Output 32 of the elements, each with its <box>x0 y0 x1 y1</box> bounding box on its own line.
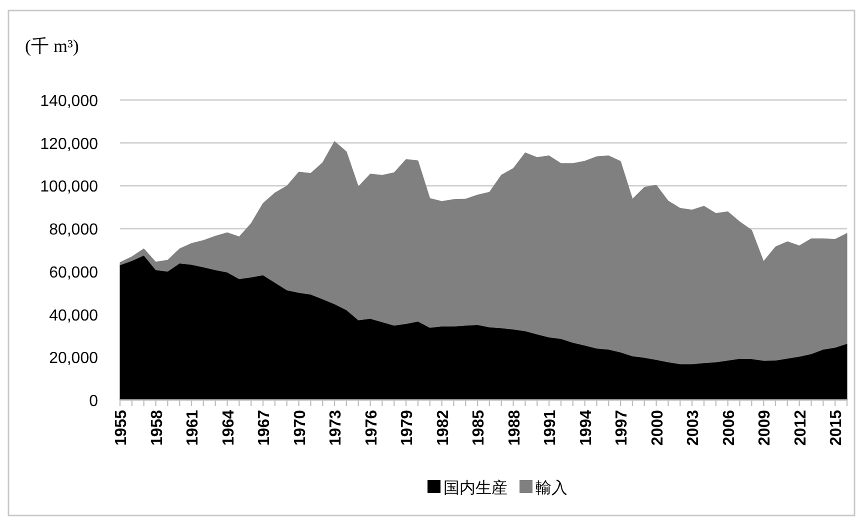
x-tick-label: 1958 <box>148 410 166 446</box>
y-axis-title: (千 m³) <box>25 36 79 56</box>
x-tick-label: 1988 <box>506 410 524 446</box>
x-tick-label: 1970 <box>292 410 309 446</box>
x-tick-label: 1961 <box>184 410 202 446</box>
x-tick-label: 1982 <box>434 410 452 446</box>
x-tick-label: 2003 <box>685 410 702 446</box>
x-tick-label: 1955 <box>113 410 130 446</box>
x-tick-label: 1994 <box>578 410 595 446</box>
y-tick-label: 20,000 <box>49 350 98 368</box>
x-tick-label: 2012 <box>792 410 810 446</box>
x-tick-label: 1967 <box>256 410 274 446</box>
x-tick-label: 1973 <box>328 410 345 446</box>
y-tick-label: 40,000 <box>49 307 98 324</box>
legend-label: 輸入 <box>536 479 568 497</box>
x-tick-label: 1991 <box>542 410 560 446</box>
x-tick-label: 1976 <box>363 410 380 446</box>
x-tick-label: 1997 <box>614 410 631 446</box>
x-tick-label: 1979 <box>399 410 416 446</box>
x-tick-label: 2015 <box>828 410 846 446</box>
x-tick-label: 2009 <box>756 410 774 446</box>
y-tick-label: 0 <box>89 393 98 410</box>
y-tick-label: 100,000 <box>40 178 98 196</box>
y-tick-label: 80,000 <box>49 222 98 239</box>
x-tick-label: 1964 <box>220 410 238 446</box>
y-tick-label: 60,000 <box>49 264 98 282</box>
x-tick-label: 2006 <box>720 410 738 446</box>
y-tick-label: 140,000 <box>40 93 98 110</box>
x-tick-label: 1985 <box>470 410 488 446</box>
y-tick-label: 120,000 <box>40 136 98 153</box>
x-tick-label: 2000 <box>649 410 666 446</box>
legend-label: 国内生産 <box>444 479 508 497</box>
